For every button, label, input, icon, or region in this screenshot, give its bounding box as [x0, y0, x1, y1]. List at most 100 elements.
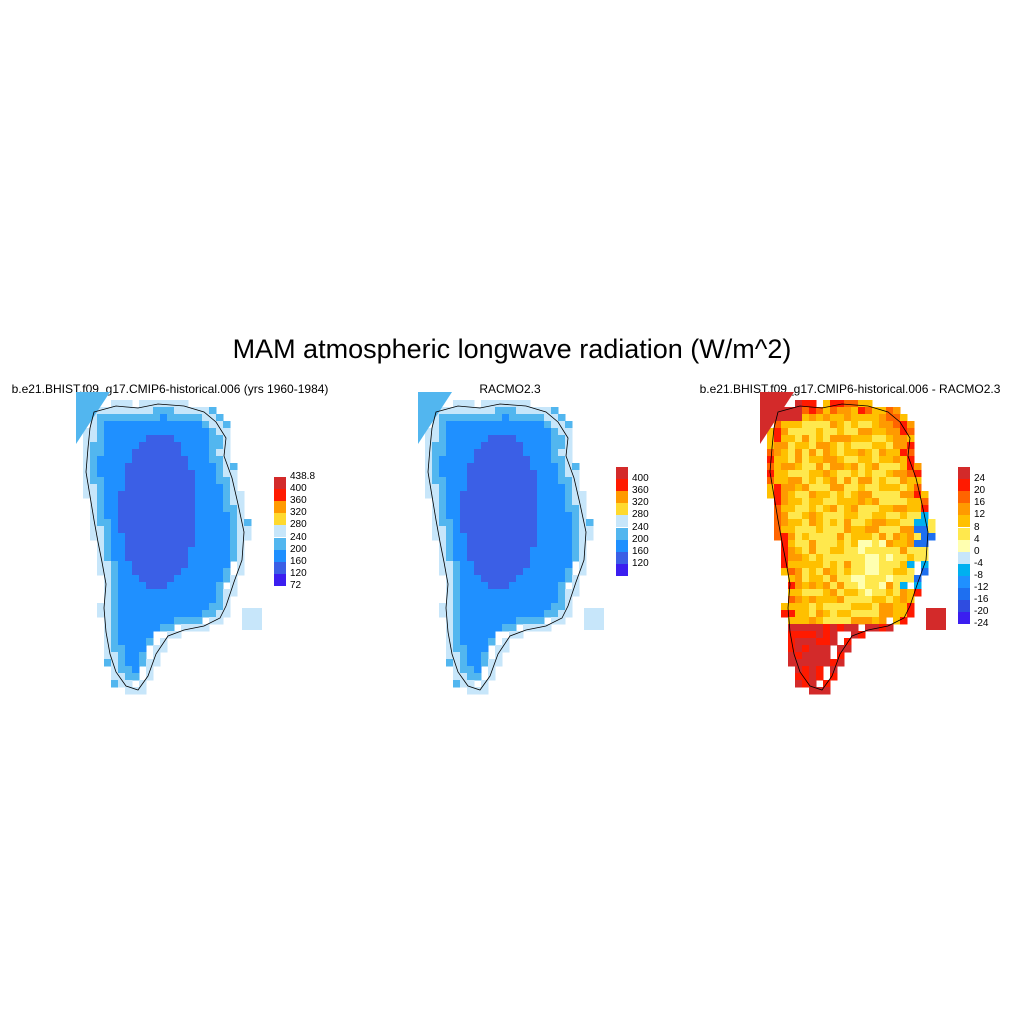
grid-cell	[774, 456, 782, 464]
grid-cell	[795, 659, 803, 667]
grid-cell	[181, 610, 189, 618]
grid-cell	[118, 659, 126, 667]
grid-cell	[139, 631, 147, 639]
grid-cell	[488, 484, 496, 492]
grid-cell	[195, 533, 203, 541]
grid-cell	[125, 470, 133, 478]
grid-cell	[153, 484, 161, 492]
grid-cell	[488, 442, 496, 450]
grid-cell	[209, 533, 217, 541]
coastline	[769, 403, 929, 691]
grid-cell	[788, 631, 796, 639]
grid-cell	[537, 428, 545, 436]
grid-cell	[907, 554, 915, 562]
grid-cell	[872, 568, 880, 576]
grid-cell	[767, 477, 775, 485]
grid-cell	[195, 617, 203, 625]
grid-cell	[865, 414, 873, 422]
grid-cell	[488, 428, 496, 436]
grid-cell	[893, 617, 901, 625]
grid-cell	[188, 498, 196, 506]
grid-cell	[453, 652, 461, 660]
grid-cell	[502, 582, 510, 590]
grid-cell	[844, 428, 852, 436]
grid-cell	[844, 533, 852, 541]
grid-cell	[488, 603, 496, 611]
grid-cell	[439, 610, 447, 618]
grid-cell	[111, 589, 119, 597]
grid-cell	[893, 596, 901, 604]
grid-cell	[809, 673, 817, 681]
grid-cell	[209, 470, 217, 478]
grid-cell	[460, 638, 468, 646]
grid-cell	[209, 442, 217, 450]
grid-cell	[551, 610, 559, 618]
grid-cell	[823, 533, 831, 541]
grid-cell	[446, 603, 454, 611]
grid-cell	[188, 617, 196, 625]
grid-cell	[237, 491, 245, 499]
grid-cell	[788, 603, 796, 611]
grid-cell	[453, 526, 461, 534]
grid-cell	[174, 498, 182, 506]
grid-cell	[495, 407, 503, 415]
grid-cell	[139, 610, 147, 618]
grid-cell	[111, 512, 119, 520]
colorbar-label: 360	[632, 485, 649, 497]
grid-cell	[118, 575, 126, 583]
grid-cell	[467, 407, 475, 415]
colorbar-swatch	[958, 563, 970, 576]
grid-cell	[460, 491, 468, 499]
grid-cell	[481, 617, 489, 625]
grid-cell	[139, 540, 147, 548]
grid-cell	[795, 442, 803, 450]
grid-cell	[167, 575, 175, 583]
grid-cell	[558, 470, 566, 478]
grid-cell	[425, 484, 433, 492]
grid-cell	[509, 596, 517, 604]
grid-cell	[495, 428, 503, 436]
grid-cell	[125, 540, 133, 548]
grid-cell	[223, 456, 231, 464]
grid-cell	[181, 463, 189, 471]
grid-cell	[209, 526, 217, 534]
grid-cell	[467, 505, 475, 513]
grid-cell	[167, 407, 175, 415]
grid-cell	[467, 687, 475, 695]
grid-cell	[167, 456, 175, 464]
grid-cell	[223, 533, 231, 541]
grid-cell	[160, 533, 168, 541]
grid-cell	[579, 568, 587, 576]
grid-cell	[851, 617, 859, 625]
grid-cell	[809, 512, 817, 520]
grid-cell	[844, 463, 852, 471]
grid-cell	[237, 533, 245, 541]
grid-cell	[216, 526, 224, 534]
grid-cell	[544, 561, 552, 569]
grid-cell	[802, 603, 810, 611]
grid-cell	[774, 428, 782, 436]
grid-cell	[132, 603, 140, 611]
grid-cell	[174, 526, 182, 534]
grid-cell	[509, 519, 517, 527]
grid-cell	[781, 561, 789, 569]
grid-cell	[118, 526, 126, 534]
grid-cell	[781, 428, 789, 436]
grid-cell	[167, 589, 175, 597]
grid-cell	[195, 610, 203, 618]
grid-cell	[823, 477, 831, 485]
grid-cell	[816, 596, 824, 604]
grid-cell	[118, 680, 126, 688]
grid-cell	[495, 484, 503, 492]
grid-cell	[781, 407, 789, 415]
grid-cell	[139, 400, 147, 408]
grid-cell	[118, 589, 126, 597]
grid-cell	[139, 484, 147, 492]
grid-cell	[209, 610, 217, 618]
grid-cell	[872, 428, 880, 436]
grid-cell	[481, 582, 489, 590]
grid-cell	[132, 449, 140, 457]
grid-cell	[502, 456, 510, 464]
grid-cell	[446, 617, 454, 625]
grid-cell	[216, 596, 224, 604]
